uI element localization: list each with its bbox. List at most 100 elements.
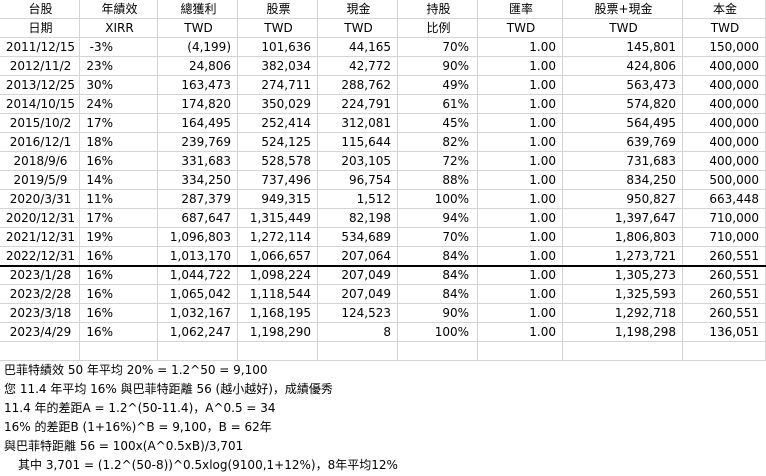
data-cell: 2013/12/25 bbox=[0, 76, 80, 95]
data-cell: 19% bbox=[80, 228, 158, 247]
data-cell: 42,772 bbox=[318, 57, 398, 76]
data-cell: 382,034 bbox=[238, 57, 318, 76]
data-cell: 288,762 bbox=[318, 76, 398, 95]
data-cell: 24% bbox=[80, 95, 158, 114]
data-cell: 136,051 bbox=[683, 323, 766, 342]
data-cell: 2011/12/15 bbox=[0, 38, 80, 57]
data-cell: 82% bbox=[398, 133, 478, 152]
data-cell: 96,754 bbox=[318, 171, 398, 190]
data-cell: 574,820 bbox=[563, 95, 683, 114]
data-cell: 1,044,722 bbox=[158, 266, 238, 285]
header-cell: 本金 bbox=[683, 0, 766, 19]
empty-cell bbox=[0, 342, 80, 361]
data-cell: 1,305,273 bbox=[563, 266, 683, 285]
data-cell: 16% bbox=[80, 152, 158, 171]
empty-cell bbox=[398, 342, 478, 361]
data-cell: 16% bbox=[80, 285, 158, 304]
header-cell: TWD bbox=[238, 19, 318, 38]
header-cell: TWD bbox=[563, 19, 683, 38]
data-cell: 84% bbox=[398, 285, 478, 304]
data-cell: 350,029 bbox=[238, 95, 318, 114]
data-cell: 17% bbox=[80, 114, 158, 133]
header-cell: 匯率 bbox=[478, 0, 563, 19]
data-cell: 2023/4/29 bbox=[0, 323, 80, 342]
data-cell: 524,125 bbox=[238, 133, 318, 152]
data-cell: 11% bbox=[80, 190, 158, 209]
note-line: 與巴菲特距離 56 = 100x(A^0.5xB)/3,701 bbox=[4, 439, 244, 453]
data-cell: 312,081 bbox=[318, 114, 398, 133]
data-cell: 1,168,195 bbox=[238, 304, 318, 323]
header-cell: 總獲利 bbox=[158, 0, 238, 19]
data-cell: 1.00 bbox=[478, 285, 563, 304]
note-line: 巴菲特績效 50 年平均 20% = 1.2^50 = 9,100 bbox=[4, 363, 268, 377]
data-cell: 2018/9/6 bbox=[0, 152, 80, 171]
empty-cell bbox=[683, 342, 766, 361]
data-cell: 84% bbox=[398, 266, 478, 285]
header-cell: 股票+現金 bbox=[563, 0, 683, 19]
data-cell: 1.00 bbox=[478, 95, 563, 114]
data-cell: 30% bbox=[80, 76, 158, 95]
data-cell: 2020/12/31 bbox=[0, 209, 80, 228]
header-cell: TWD bbox=[683, 19, 766, 38]
data-cell: 1,397,647 bbox=[563, 209, 683, 228]
data-cell: 260,551 bbox=[683, 266, 766, 285]
header-cell: TWD bbox=[158, 19, 238, 38]
header-cell: 比例 bbox=[398, 19, 478, 38]
data-cell: 17% bbox=[80, 209, 158, 228]
data-cell: 90% bbox=[398, 304, 478, 323]
data-cell: 16% bbox=[80, 266, 158, 285]
data-cell: 1,325,593 bbox=[563, 285, 683, 304]
data-cell: 950,827 bbox=[563, 190, 683, 209]
data-cell: 400,000 bbox=[683, 57, 766, 76]
data-cell: 124,523 bbox=[318, 304, 398, 323]
empty-cell bbox=[158, 342, 238, 361]
data-cell: 18% bbox=[80, 133, 158, 152]
empty-cell bbox=[563, 342, 683, 361]
data-cell: 1,198,298 bbox=[563, 323, 683, 342]
data-cell: 174,820 bbox=[158, 95, 238, 114]
data-cell: 1,066,657 bbox=[238, 247, 318, 266]
data-cell: 1.00 bbox=[478, 266, 563, 285]
data-cell: 44,165 bbox=[318, 38, 398, 57]
data-cell: 1.00 bbox=[478, 133, 563, 152]
data-cell: 252,414 bbox=[238, 114, 318, 133]
header-cell: XIRR bbox=[80, 19, 158, 38]
data-cell: 737,496 bbox=[238, 171, 318, 190]
empty-cell bbox=[80, 342, 158, 361]
header-cell: 年績效 bbox=[80, 0, 158, 19]
data-cell: 24,806 bbox=[158, 57, 238, 76]
data-cell: 45% bbox=[398, 114, 478, 133]
data-cell: 528,578 bbox=[238, 152, 318, 171]
data-cell: 710,000 bbox=[683, 209, 766, 228]
data-cell: 207,049 bbox=[318, 266, 398, 285]
data-cell: 2015/10/2 bbox=[0, 114, 80, 133]
data-cell: 400,000 bbox=[683, 76, 766, 95]
data-cell: 203,105 bbox=[318, 152, 398, 171]
data-cell: 49% bbox=[398, 76, 478, 95]
data-cell: 1.00 bbox=[478, 247, 563, 266]
data-cell: 563,473 bbox=[563, 76, 683, 95]
data-cell: 1,032,167 bbox=[158, 304, 238, 323]
data-cell: 2023/3/18 bbox=[0, 304, 80, 323]
data-cell: 70% bbox=[398, 228, 478, 247]
data-cell: 1,198,290 bbox=[238, 323, 318, 342]
data-cell: 16% bbox=[80, 304, 158, 323]
note-line: 16% 的差距B (1+16%)^B = 9,100，B = 62年 bbox=[4, 420, 272, 434]
data-cell: 84% bbox=[398, 247, 478, 266]
header-cell: 現金 bbox=[318, 0, 398, 19]
data-cell: 400,000 bbox=[683, 133, 766, 152]
note-line: 其中 3,701 = (1.2^(50-8))^0.5xlog(9100,1+1… bbox=[18, 458, 398, 472]
data-cell: 949,315 bbox=[238, 190, 318, 209]
empty-cell bbox=[318, 342, 398, 361]
data-cell: 260,551 bbox=[683, 304, 766, 323]
data-cell: (4,199) bbox=[158, 38, 238, 57]
data-cell: 534,689 bbox=[318, 228, 398, 247]
data-cell: 8 bbox=[318, 323, 398, 342]
data-cell: 287,379 bbox=[158, 190, 238, 209]
data-cell: 1.00 bbox=[478, 228, 563, 247]
data-cell: 207,049 bbox=[318, 285, 398, 304]
data-cell: 82,198 bbox=[318, 209, 398, 228]
data-cell: 1,065,042 bbox=[158, 285, 238, 304]
data-cell: 100% bbox=[398, 190, 478, 209]
